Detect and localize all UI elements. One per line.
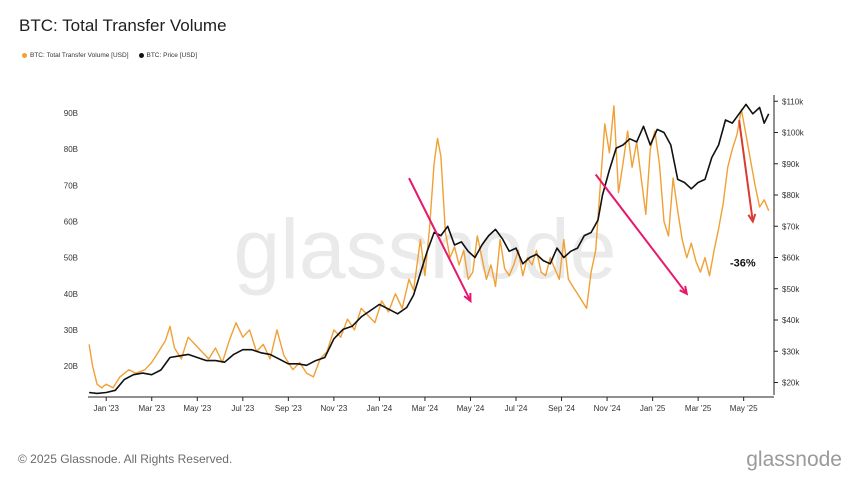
legend-dot-transfer-volume (22, 53, 27, 58)
decline-arrow-2025 (594, 173, 688, 295)
right-tick-label: $30k (782, 347, 800, 356)
legend-dot-price (138, 53, 144, 58)
x-tick-label: Sep '23 (275, 404, 302, 413)
left-tick-label: 80B (64, 145, 78, 154)
decline-arrow-2024-head (463, 293, 472, 304)
right-tick-label: $40k (782, 316, 800, 325)
right-tick-label: $110k (782, 97, 804, 106)
legend-label-transfer-volume: BTC: Total Transfer Volume [USD] (30, 52, 129, 59)
x-tick-label: Jan '23 (93, 404, 119, 413)
right-tick-label: $70k (782, 222, 800, 231)
x-axis: Jan '23 Mar '23 May '23 Jul '23 Sep '23 Nov '… (88, 396, 774, 413)
x-tick-label: Sep '24 (548, 404, 575, 413)
right-tick-label: $60k (782, 254, 800, 263)
decline-arrow-2024 (408, 177, 472, 302)
left-tick-label: 40B (64, 290, 78, 299)
series-line-transfer-volume (88, 105, 770, 389)
annotation-layer: -36% (408, 120, 757, 304)
x-tick-label: Mar '24 (412, 404, 439, 413)
left-tick-label: 30B (64, 326, 78, 335)
decline-arrow-recent (738, 120, 754, 222)
annotation-label: -36% (730, 258, 756, 270)
x-tick-label: May '25 (730, 404, 758, 413)
x-tick-label: Nov '23 (320, 404, 347, 413)
x-tick-label: Nov '24 (594, 404, 621, 413)
legend-item-transfer-volume[interactable]: BTC: Total Transfer Volume [USD] (22, 52, 129, 59)
x-tick-label: Jul '23 (231, 404, 254, 413)
brand-logo: glassnode (746, 448, 842, 471)
decline-arrow-recent-head (747, 213, 757, 224)
legend-label-price: BTC: Price [USD] (146, 52, 198, 59)
copyright-text: © 2025 Glassnode. All Rights Reserved. (18, 452, 233, 466)
chart-title: BTC: Total Transfer Volume (19, 16, 227, 35)
right-tick-label: $90k (782, 160, 800, 169)
right-tick-label: $50k (782, 285, 800, 294)
left-axis: 20B 30B 40B 50B 60B 70B 80B 90B (64, 109, 78, 371)
legend-item-price[interactable]: BTC: Price [USD] (138, 52, 198, 59)
right-tick-label: $20k (782, 379, 800, 388)
left-tick-label: 20B (64, 362, 78, 371)
left-tick-label: 60B (64, 218, 78, 227)
x-tick-label: May '24 (457, 404, 485, 413)
watermark-text: glassnode (234, 202, 617, 296)
series-layer (88, 103, 770, 395)
left-tick-label: 90B (64, 109, 78, 118)
left-tick-label: 50B (64, 254, 78, 263)
right-tick-label: $100k (782, 129, 805, 138)
x-tick-label: Jan '25 (640, 404, 666, 413)
series-line-price (89, 103, 770, 395)
left-tick-label: 70B (64, 181, 78, 190)
x-tick-label: Jan '24 (367, 404, 393, 413)
chart-legend: BTC: Total Transfer Volume [USD] BTC: Pr… (22, 52, 197, 59)
right-tick-label: $80k (782, 191, 800, 200)
right-axis: $20k $30k $40k $50k $60k $70k $80k $90k $100k $11… (773, 95, 805, 395)
decline-arrow-2025-head (679, 285, 689, 296)
x-tick-label: May '23 (183, 404, 211, 413)
x-tick-label: Mar '25 (685, 404, 712, 413)
x-tick-label: Jul '24 (505, 404, 528, 413)
x-tick-label: Mar '23 (139, 404, 166, 413)
